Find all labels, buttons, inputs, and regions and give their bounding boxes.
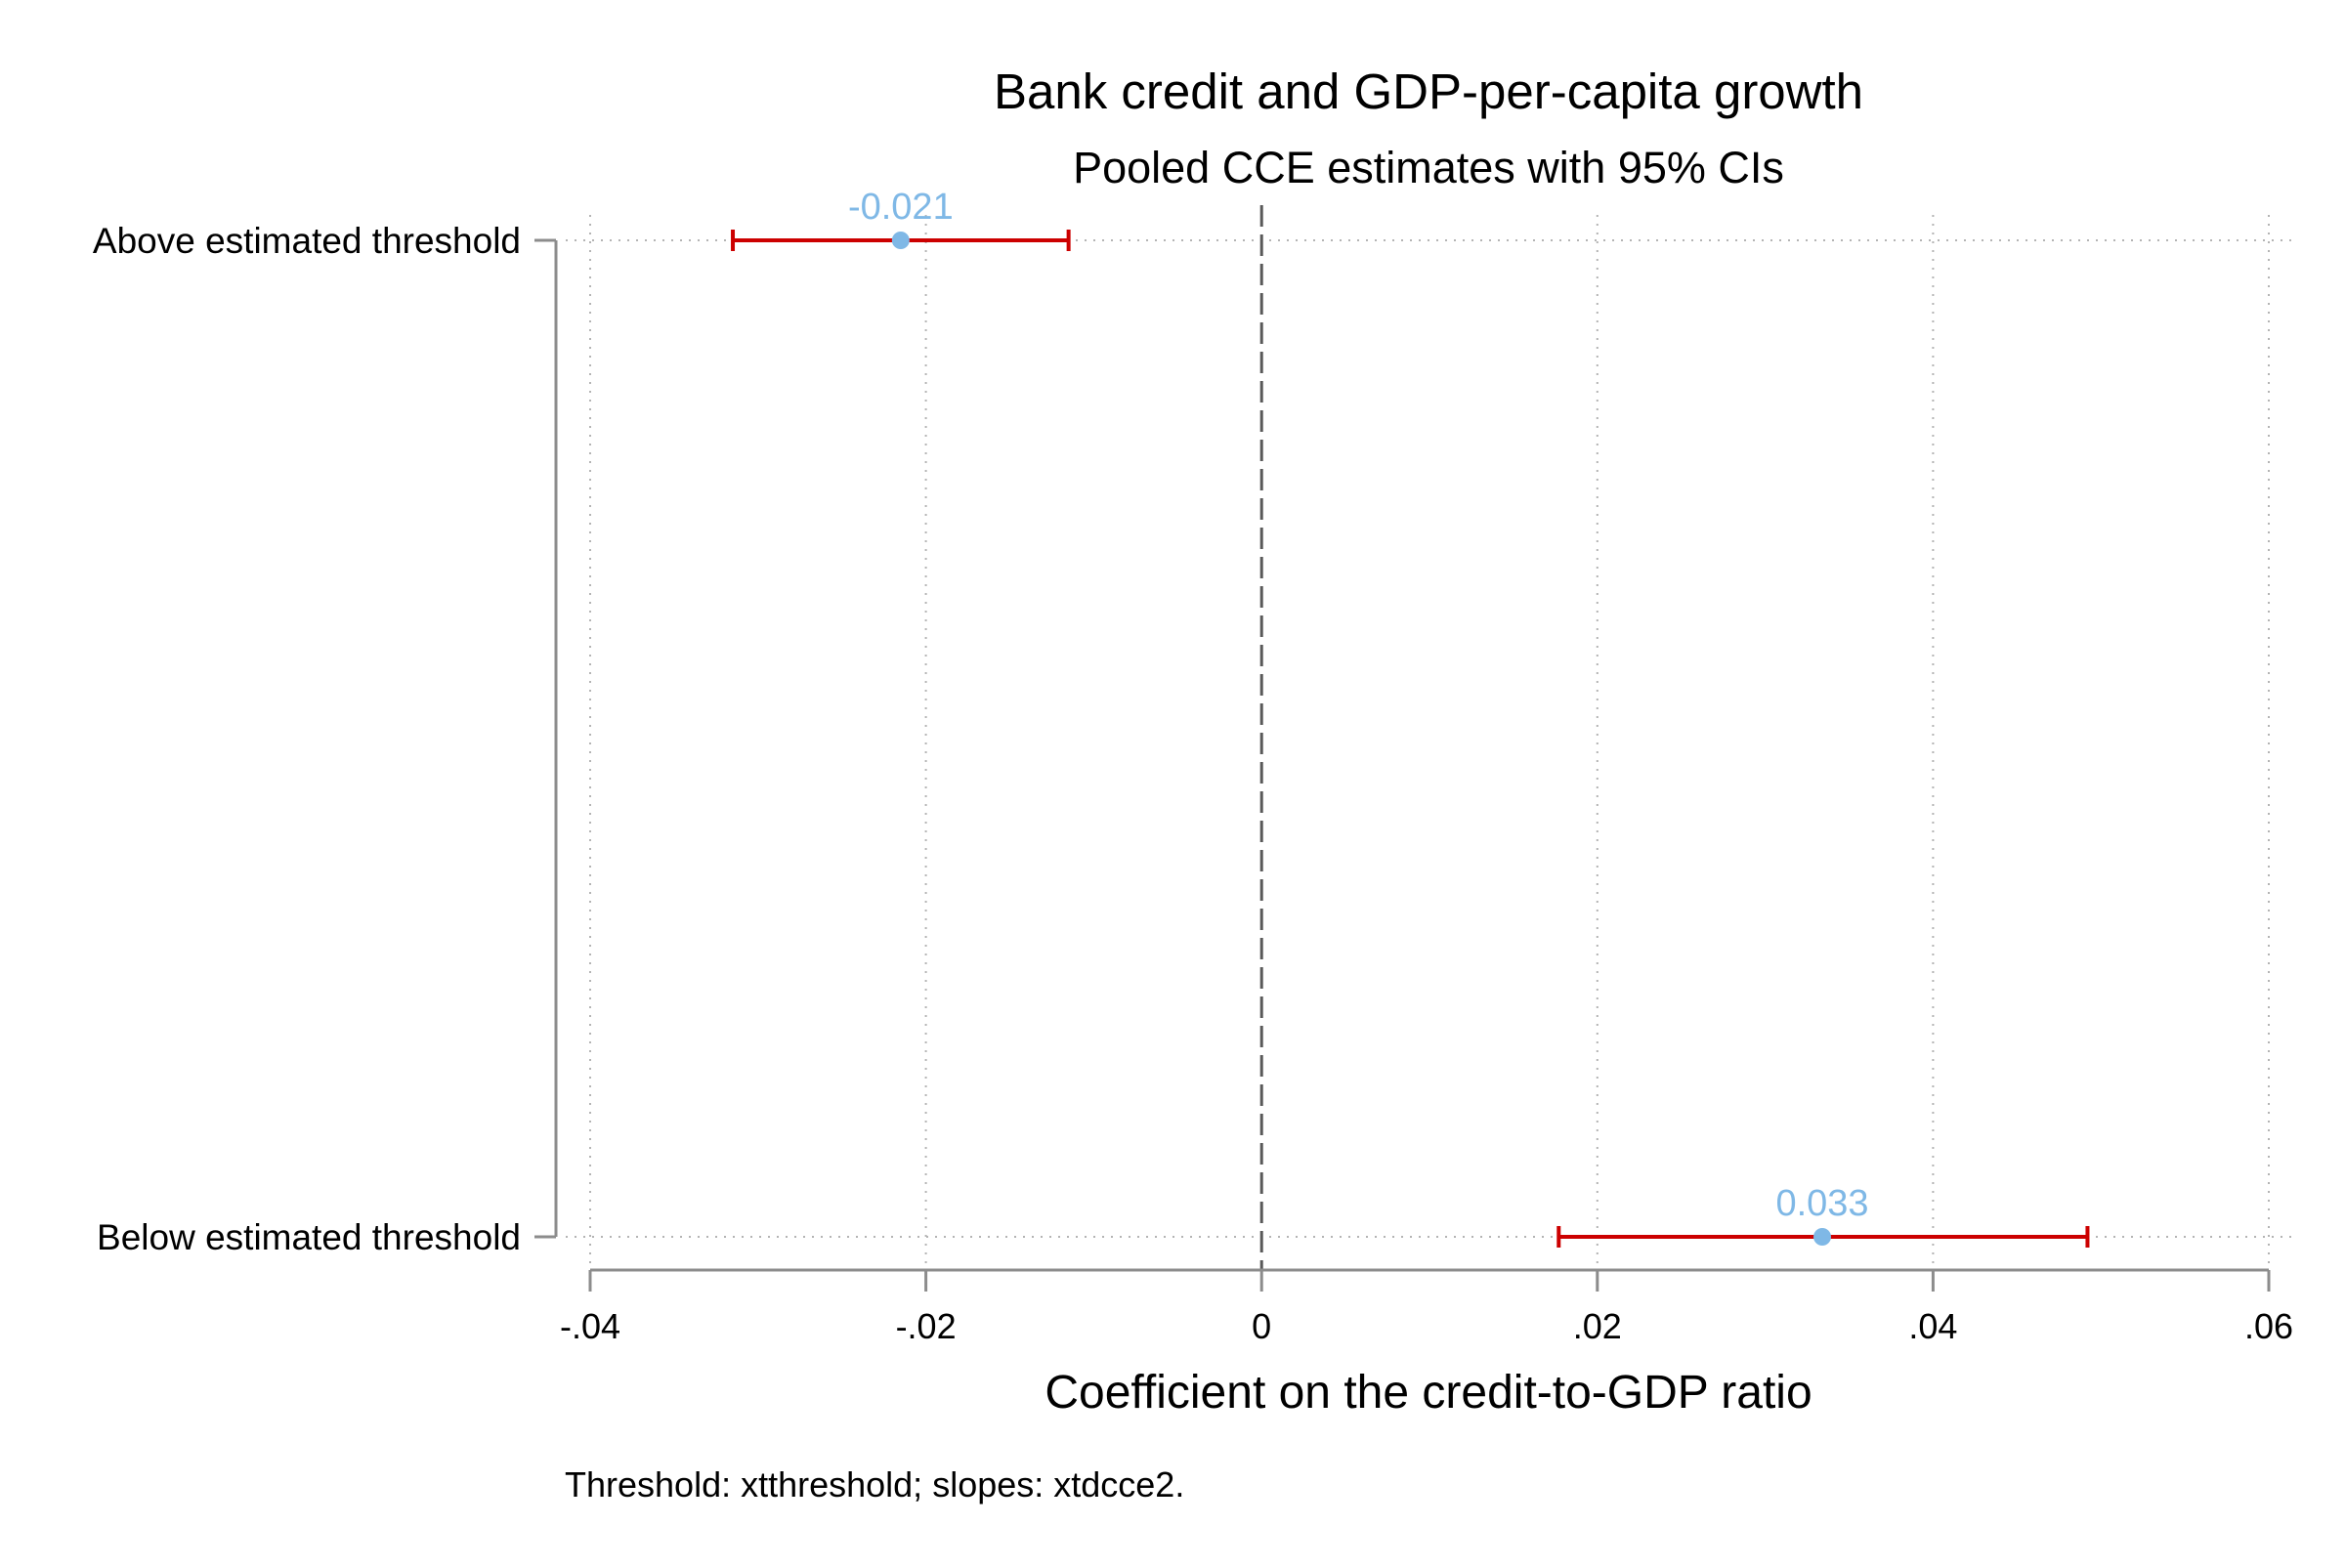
x-tick-label: .02 [1573, 1306, 1622, 1346]
y-tick-label: Above estimated threshold [93, 221, 521, 261]
chart-title: Bank credit and GDP-per-capita growth [994, 64, 1863, 119]
chart-subtitle: Pooled CCE estimates with 95% CIs [1073, 143, 1784, 192]
y-tick-label: Below estimated threshold [97, 1217, 521, 1257]
x-tick-label: .06 [2244, 1306, 2293, 1346]
x-tick-label: -.04 [560, 1306, 620, 1346]
axes: -.04 -.02 0 .02 .04 .06 Above estimated thresh… [93, 221, 2293, 1346]
x-tick-label: 0 [1252, 1306, 1271, 1346]
estimate-point [1813, 1228, 1832, 1246]
chart-note: Threshold: xtthreshold; slopes: xtdcce2. [565, 1464, 1184, 1504]
estimate-label: 0.033 [1775, 1183, 1868, 1224]
x-axis-label: Coefficient on the credit-to-GDP ratio [1045, 1367, 1812, 1419]
estimate-label: -0.021 [848, 187, 954, 228]
grid [566, 205, 2293, 1270]
x-tick-label: -.02 [896, 1306, 957, 1346]
estimate-point [891, 232, 910, 249]
data-marks: -0.021 0.033 [731, 187, 2090, 1248]
x-tick-label: .04 [1908, 1306, 1957, 1346]
